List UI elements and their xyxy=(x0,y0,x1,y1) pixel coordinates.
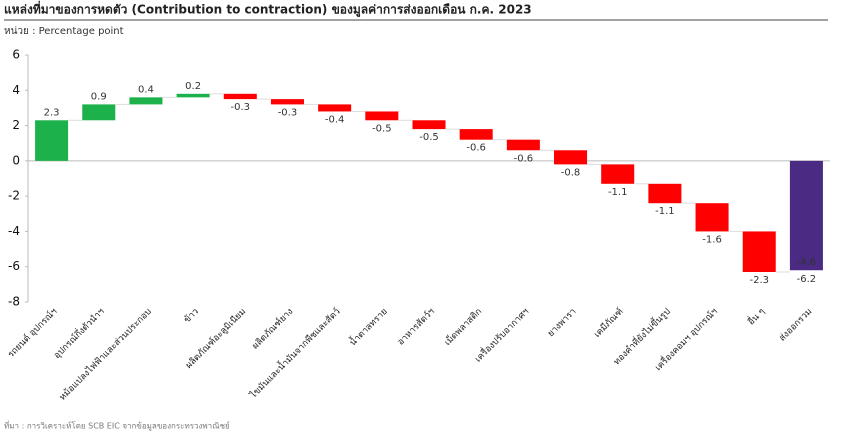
bar xyxy=(176,93,210,98)
bar xyxy=(270,99,304,105)
bar xyxy=(695,203,729,232)
bar xyxy=(318,104,352,112)
subtitle: หน่วย : Percentage point xyxy=(4,26,124,37)
value-label: -6.2 xyxy=(797,274,817,285)
bar xyxy=(601,164,635,184)
bar xyxy=(506,139,540,151)
x-tick-label: รถยนต์ อุปกรณ์ฯ xyxy=(5,305,60,360)
total-bar xyxy=(789,160,823,271)
x-tick-label: เคมีภัณฑ์ xyxy=(591,305,626,340)
value-label: -1.1 xyxy=(655,206,675,217)
x-tick-label: ยางพารา xyxy=(546,307,578,339)
bar xyxy=(459,129,493,140)
y-tick-label: -6 xyxy=(8,259,20,273)
bar xyxy=(648,183,682,204)
bar xyxy=(129,97,163,105)
bar xyxy=(365,111,399,121)
value-label: -0.4 xyxy=(325,114,345,125)
value-label: 0.2 xyxy=(185,81,201,92)
x-tick-label: ส่งออกรวม xyxy=(778,307,815,344)
value-label: 2.3 xyxy=(44,107,60,118)
value-label: 0.4 xyxy=(138,84,154,95)
value-label: -1.1 xyxy=(608,187,628,198)
value-label: -0.3 xyxy=(231,102,251,113)
annotation: -4.6 xyxy=(797,257,817,268)
y-tick-label: 2 xyxy=(12,118,20,132)
bar xyxy=(742,231,776,273)
value-label: -0.5 xyxy=(419,132,439,143)
x-tick-label: ไขมันและน้ำมันจากพืชและสัตว์ xyxy=(246,305,343,402)
value-label: -0.5 xyxy=(372,123,392,134)
y-tick-label: -4 xyxy=(8,224,20,238)
bar xyxy=(82,104,116,121)
value-label: -2.3 xyxy=(749,275,769,286)
x-tick-label: ผลิตภัณฑ์ยาง xyxy=(249,305,295,351)
x-tick-label: ข้าว xyxy=(182,306,201,325)
value-label: -0.6 xyxy=(466,143,486,154)
x-tick-label: หม้อแปลงไฟฟ้าและส่วนประกอบ xyxy=(57,306,154,403)
x-tick-label: น้ำตาลทราย xyxy=(346,305,390,349)
bar xyxy=(35,120,69,161)
y-tick-label: -2 xyxy=(8,189,20,203)
y-tick-label: -8 xyxy=(8,295,20,309)
x-tick-label: อื่น ๆ xyxy=(744,305,767,328)
x-tick-label: เม็ดพลาสติก xyxy=(441,305,484,348)
source: ที่มา : การวิเคราะห์โดย SCB EIC จากข้อมู… xyxy=(4,420,230,432)
value-label: -0.6 xyxy=(514,153,534,164)
x-tick-label: อาหารสัตว์ฯ xyxy=(395,305,437,347)
value-label: -0.8 xyxy=(561,167,581,178)
bar xyxy=(554,150,588,165)
chart-title: แหล่งที่มาของการหดตัว (Contribution to c… xyxy=(4,1,532,18)
y-tick-label: 4 xyxy=(12,83,20,97)
value-label: -0.3 xyxy=(278,107,298,118)
bar xyxy=(412,120,446,130)
value-label: 0.9 xyxy=(91,91,107,102)
y-tick-label: 0 xyxy=(12,153,20,167)
value-label: -1.6 xyxy=(702,234,722,245)
bar xyxy=(223,93,257,100)
y-tick-label: 6 xyxy=(12,48,20,62)
